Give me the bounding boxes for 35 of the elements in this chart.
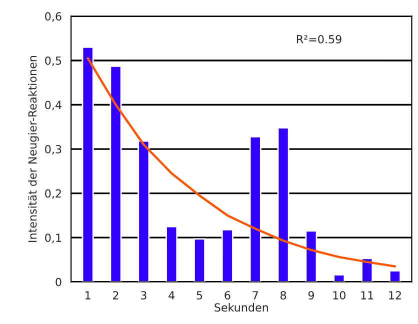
y-tick-label: 0,6 — [45, 12, 62, 22]
bar — [361, 258, 374, 282]
y-tick-label: 0,3 — [45, 145, 62, 155]
x-tick-label: 6 — [224, 291, 230, 300]
x-tick-label: 1 — [86, 291, 90, 300]
x-tick-label: 9 — [308, 291, 314, 300]
y-tick-label: 0,4 — [45, 100, 62, 110]
x-tick-label: 4 — [168, 291, 174, 300]
y-tick-label: 0,5 — [45, 56, 62, 66]
x-tick-label: 5 — [196, 291, 202, 300]
bar — [249, 136, 262, 282]
bar — [388, 270, 401, 282]
x-tick-label: 12 — [389, 291, 401, 300]
annotation: R²=0.59 — [296, 34, 342, 44]
x-tick-label: 8 — [280, 291, 286, 300]
y-tick-label: 0,1 — [45, 234, 62, 244]
bar — [110, 66, 122, 282]
bar — [333, 274, 346, 282]
x-tick-label: 7 — [252, 291, 258, 300]
bar — [305, 230, 318, 282]
bar — [221, 228, 234, 282]
y-axis-title: Intensität der Neugier-Reaktionen — [28, 56, 39, 242]
y-tick-label: 0,2 — [45, 189, 61, 199]
x-tick-label: 2 — [113, 291, 118, 300]
x-tick-label: 10 — [333, 291, 346, 300]
y-tick-label: 0 — [56, 278, 62, 286]
line-series — [86, 57, 396, 268]
bar — [82, 46, 94, 282]
bar — [166, 226, 178, 282]
x-axis-title: Sekunden — [214, 303, 268, 312]
bar — [277, 127, 290, 282]
bar — [138, 140, 150, 282]
bar — [194, 238, 206, 282]
x-tick-label: 3 — [140, 291, 146, 300]
x-tick-label: 11 — [361, 291, 374, 300]
